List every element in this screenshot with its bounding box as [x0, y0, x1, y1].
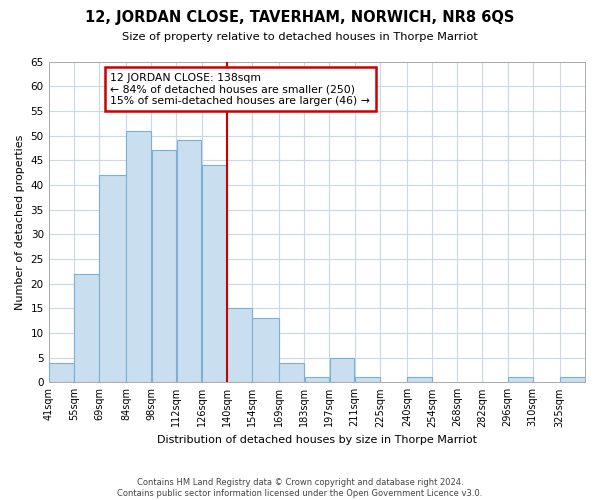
Text: 12, JORDAN CLOSE, TAVERHAM, NORWICH, NR8 6QS: 12, JORDAN CLOSE, TAVERHAM, NORWICH, NR8… — [85, 10, 515, 25]
Bar — [355, 378, 380, 382]
Bar — [49, 362, 74, 382]
Bar — [177, 140, 202, 382]
Text: 12 JORDAN CLOSE: 138sqm
← 84% of detached houses are smaller (250)
15% of semi-d: 12 JORDAN CLOSE: 138sqm ← 84% of detache… — [110, 72, 370, 106]
X-axis label: Distribution of detached houses by size in Thorpe Marriot: Distribution of detached houses by size … — [157, 435, 477, 445]
Text: Size of property relative to detached houses in Thorpe Marriot: Size of property relative to detached ho… — [122, 32, 478, 42]
Bar — [202, 165, 227, 382]
Bar — [227, 308, 252, 382]
Bar — [253, 318, 279, 382]
Bar — [508, 378, 533, 382]
Bar — [280, 362, 304, 382]
Bar — [560, 378, 585, 382]
Bar — [330, 358, 355, 382]
Y-axis label: Number of detached properties: Number of detached properties — [15, 134, 25, 310]
Bar — [407, 378, 432, 382]
Bar — [100, 175, 126, 382]
Bar — [127, 130, 151, 382]
Bar — [74, 274, 99, 382]
Text: Contains HM Land Registry data © Crown copyright and database right 2024.
Contai: Contains HM Land Registry data © Crown c… — [118, 478, 482, 498]
Bar — [152, 150, 176, 382]
Bar — [305, 378, 329, 382]
